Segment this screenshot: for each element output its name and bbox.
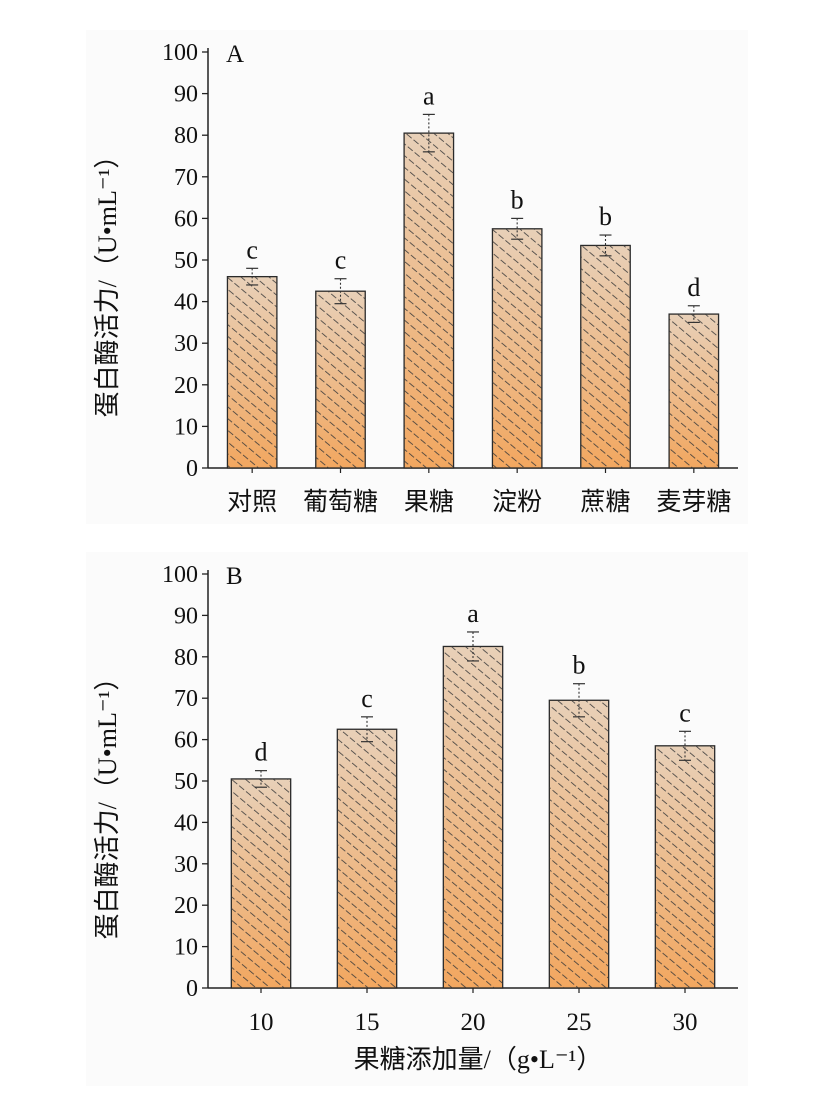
x-category-label: 15 [355, 1009, 380, 1036]
significance-label: b [511, 185, 524, 214]
x-category-label: 30 [673, 1009, 698, 1036]
y-tick-label: 60 [174, 728, 198, 754]
bar-hatch [443, 646, 503, 988]
significance-label: b [573, 651, 586, 680]
x-category-label: 25 [567, 1009, 592, 1036]
x-category-label: 葡萄糖 [303, 488, 378, 516]
y-tick-label: 100 [162, 562, 198, 588]
x-category-label: 果糖 [404, 488, 454, 516]
significance-label: d [255, 738, 268, 767]
x-category-label: 20 [461, 1009, 486, 1036]
y-tick-label: 70 [174, 165, 198, 191]
y-axis-title-b: 蛋白酶活力/（U•mL⁻¹） [93, 665, 122, 940]
x-category-label: 淀粉 [492, 488, 542, 516]
bar-hatch [337, 729, 397, 988]
significance-label: a [423, 81, 435, 110]
y-tick-label: 70 [174, 686, 198, 712]
y-tick-label: 90 [174, 603, 198, 629]
y-tick-label: 50 [174, 769, 198, 795]
y-tick-label: 0 [186, 976, 198, 1002]
significance-label: c [335, 246, 347, 275]
y-tick-label: 40 [174, 810, 198, 836]
significance-label: d [687, 273, 700, 302]
x-category-label: 蔗糖 [580, 488, 630, 516]
x-category-label: 麦芽糖 [656, 488, 731, 516]
y-tick-label: 50 [174, 248, 198, 274]
significance-label: c [679, 698, 691, 727]
y-tick-label: 80 [174, 645, 198, 671]
plot-area-b: 0 10 20 30 40 50 60 70 80 90 100 d 10 c 15 a 20 b 25 c 30 [162, 562, 738, 1036]
y-tick-label: 10 [174, 414, 198, 440]
plot-area-a: 0 10 20 30 40 50 60 70 80 90 100 c 对照 c 葡萄糖 a 果糖 b 淀粉 b 蔗糖 d 麦… [162, 40, 738, 516]
y-tick-label: 100 [162, 40, 198, 66]
y-tick-label: 80 [174, 123, 198, 149]
bar-hatch [492, 228, 542, 468]
bar-hatch [227, 276, 277, 468]
y-tick-label: 60 [174, 206, 198, 232]
bar-hatch [669, 314, 719, 468]
bar-hatch [315, 291, 366, 468]
chart-a-svg: A 蛋白酶活力/（U•mL⁻¹） 0 10 20 30 40 50 60 70 80 90 100 c… [93, 40, 738, 516]
y-tick-label: 0 [186, 456, 198, 482]
y-tick-label: 30 [174, 331, 198, 357]
significance-label: b [599, 202, 612, 231]
significance-label: c [246, 235, 258, 264]
y-tick-label: 90 [174, 82, 198, 108]
y-tick-label: 20 [174, 373, 198, 399]
chart-b-svg: B 蛋白酶活力/（U•mL⁻¹） 果糖添加量/（g•L⁻¹） 0 10 20 30 40… [93, 562, 738, 1074]
y-axis-title-a: 蛋白酶活力/（U•mL⁻¹） [93, 143, 122, 418]
bar-hatch [580, 245, 631, 468]
y-tick-label: 30 [174, 852, 198, 878]
significance-label: a [467, 599, 479, 628]
bar-hatch [404, 133, 454, 468]
panel-label-b: B [226, 563, 243, 590]
bar-hatch [655, 745, 715, 988]
significance-label: c [361, 684, 373, 713]
y-tick-label: 20 [174, 893, 198, 919]
bar-hatch [549, 700, 609, 988]
x-category-label: 对照 [227, 488, 277, 516]
chart-panel-a: A 蛋白酶活力/（U•mL⁻¹） 0 10 20 30 40 50 60 70 80 90 100 c… [86, 30, 748, 524]
y-tick-label: 40 [174, 290, 198, 316]
x-axis-title-b: 果糖添加量/（g•L⁻¹） [354, 1045, 603, 1074]
y-tick-label: 10 [174, 935, 198, 961]
panel-label-a: A [226, 41, 244, 68]
bar-hatch [231, 778, 291, 988]
x-category-label: 10 [249, 1009, 274, 1036]
chart-panel-b: B 蛋白酶活力/（U•mL⁻¹） 果糖添加量/（g•L⁻¹） 0 10 20 30 40… [86, 552, 748, 1086]
